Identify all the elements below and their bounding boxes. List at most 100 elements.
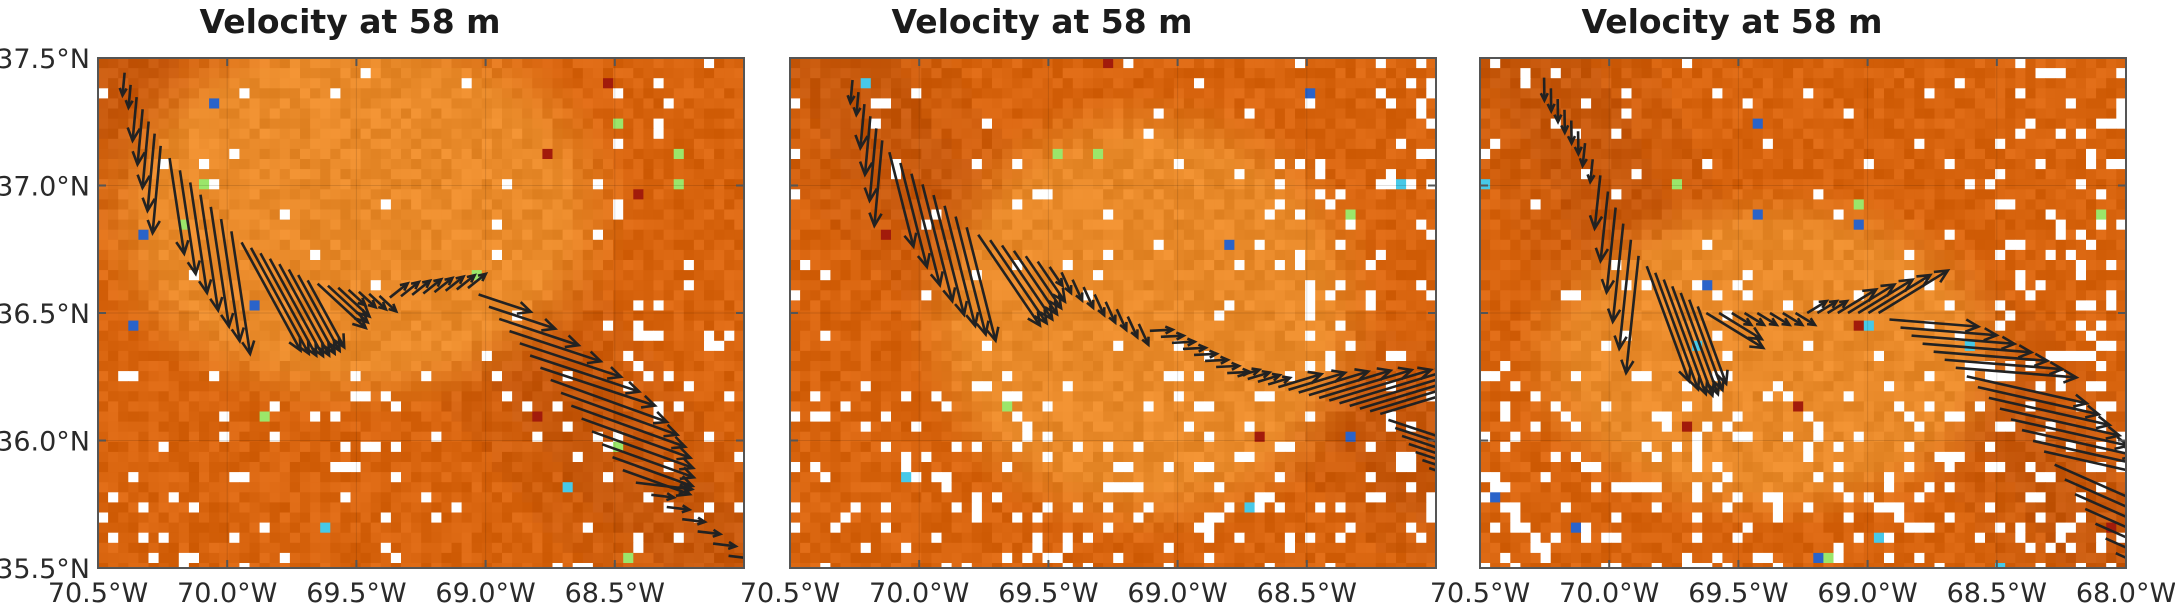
velocity-arrow-head [316, 341, 331, 358]
velocity-arrow-head [322, 339, 337, 357]
sst-field [1480, 58, 2162, 574]
velocity-arrow [529, 354, 640, 393]
velocity-arrow [1743, 311, 1765, 327]
velocity-arrow [411, 279, 431, 296]
velocity-arrow-head [606, 366, 624, 380]
velocity-arrow [1581, 143, 1587, 166]
velocity-arrow-head [663, 423, 681, 438]
velocity-arrow [570, 404, 686, 448]
velocity-arrow-head [1261, 369, 1273, 379]
velocity-arrow-head [2033, 352, 2051, 368]
velocity-arrow-head [332, 333, 346, 350]
velocity-arrow [1617, 239, 1633, 349]
velocity-arrow [478, 293, 532, 314]
velocity-arrow-head [1573, 146, 1583, 158]
velocity-arrow [1877, 269, 1949, 315]
x-tick-label: 70.0°W [869, 578, 969, 608]
velocity-arrow-head [146, 219, 161, 236]
velocity-arrow-head [1231, 361, 1242, 371]
velocity-arrow [488, 305, 556, 330]
velocity-arrow-head [2145, 541, 2159, 552]
y-tick-label: 37.0°N [0, 172, 90, 203]
velocity-arrow [444, 275, 465, 292]
velocity-arrow-head [355, 303, 372, 319]
velocity-arrow [591, 430, 694, 470]
velocity-arrow [989, 239, 1048, 324]
velocity-arrow [965, 226, 997, 341]
velocity-arrow-head [2048, 360, 2066, 376]
velocity-arrow [1205, 358, 1228, 363]
velocity-arrow [297, 274, 341, 352]
velocity-arrow-head [399, 281, 411, 292]
velocity-arrow [1955, 366, 2077, 379]
velocity-arrow [1288, 371, 1346, 392]
velocity-arrow [1349, 378, 1436, 408]
velocity-arrow [1922, 342, 2032, 354]
velocity-arrow [2115, 552, 2126, 560]
velocity-arrow-head [1933, 269, 1951, 284]
velocity-arrow [1900, 326, 1997, 337]
velocity-arrow-head [516, 301, 534, 315]
velocity-arrow-head [141, 197, 156, 214]
x-tick-label: 69.5°W [998, 578, 1098, 608]
velocity-arrow-head [1175, 331, 1187, 341]
velocity-arrow-head [351, 314, 368, 331]
map-panel-3: Velocity at 58 m 70.5°W 70.0°W 69.5°W 69.0°… [1382, 0, 2175, 608]
velocity-arrow-head [625, 380, 642, 395]
velocity-arrow [1624, 255, 1640, 374]
velocity-arrow [1000, 244, 1054, 320]
velocity-arrow [2054, 463, 2126, 498]
velocity-arrow [337, 286, 371, 318]
velocity-arrow-head [175, 239, 190, 257]
x-tick-label: 70.0°W [177, 578, 277, 608]
velocity-arrow-head [1186, 337, 1198, 347]
velocity-arrow [378, 294, 398, 313]
velocity-arrow [1193, 352, 1217, 357]
x-tick-label: 69.0°W [435, 578, 535, 608]
sst-field [790, 58, 1436, 568]
velocity-arrow-head [1197, 343, 1209, 353]
velocity-arrow-head [1594, 247, 1610, 264]
x-tick-label: 69.0°W [1127, 578, 1227, 608]
velocity-arrow-head [2072, 393, 2090, 408]
velocity-arrow-head [1130, 329, 1139, 341]
velocity-arrow-head [296, 339, 311, 357]
velocity-arrow [666, 505, 690, 511]
velocity-arrow [540, 366, 656, 407]
velocity-arrow [1408, 442, 1436, 455]
velocity-arrow-head [942, 287, 957, 305]
velocity-arrow-head [678, 480, 695, 496]
velocity-arrow-head [466, 273, 477, 284]
x-tick-label: 68.0°W [2076, 578, 2175, 608]
velocity-arrow-head [310, 341, 325, 359]
velocity-vectors [1539, 77, 2162, 574]
velocity-arrow-head [1219, 355, 1231, 365]
velocity-arrow [1388, 418, 1436, 437]
velocity-arrow [943, 205, 977, 327]
velocity-arrow-head [2140, 518, 2154, 529]
velocity-arrow-head [586, 350, 604, 365]
velocity-arrow [1149, 328, 1173, 333]
velocity-arrow [1867, 273, 1931, 315]
velocity-arrow-head [1838, 299, 1850, 309]
x-tick-label: 70.0°W [1559, 578, 1659, 608]
velocity-arrow-head [2095, 415, 2113, 430]
velocity-map: 70.5°W 70.0°W 69.5°W 69.0°W 68.5°W 68.0°W [1430, 57, 2175, 608]
velocity-map: 70.5°W 70.0°W 69.5°W 69.0°W 68.5°W [740, 57, 1437, 608]
velocity-arrow [422, 278, 442, 295]
velocity-arrow [1806, 299, 1828, 315]
panel-title: Velocity at 58 m [1581, 2, 1883, 41]
velocity-arrow [509, 329, 602, 363]
velocity-arrow [1847, 283, 1896, 315]
velocity-arrow-head [727, 540, 739, 551]
velocity-arrow [389, 282, 409, 299]
velocity-arrow [1718, 311, 1763, 341]
velocity-arrow [1645, 265, 1691, 382]
velocity-arrow-head [846, 94, 856, 106]
velocity-arrow [899, 162, 929, 268]
velocity-arrow [1012, 250, 1059, 315]
velocity-arrow-head [2084, 404, 2102, 419]
velocity-arrow-head [2148, 563, 2162, 574]
velocity-arrow [1379, 395, 1436, 416]
velocity-arrow-head [1794, 317, 1805, 327]
